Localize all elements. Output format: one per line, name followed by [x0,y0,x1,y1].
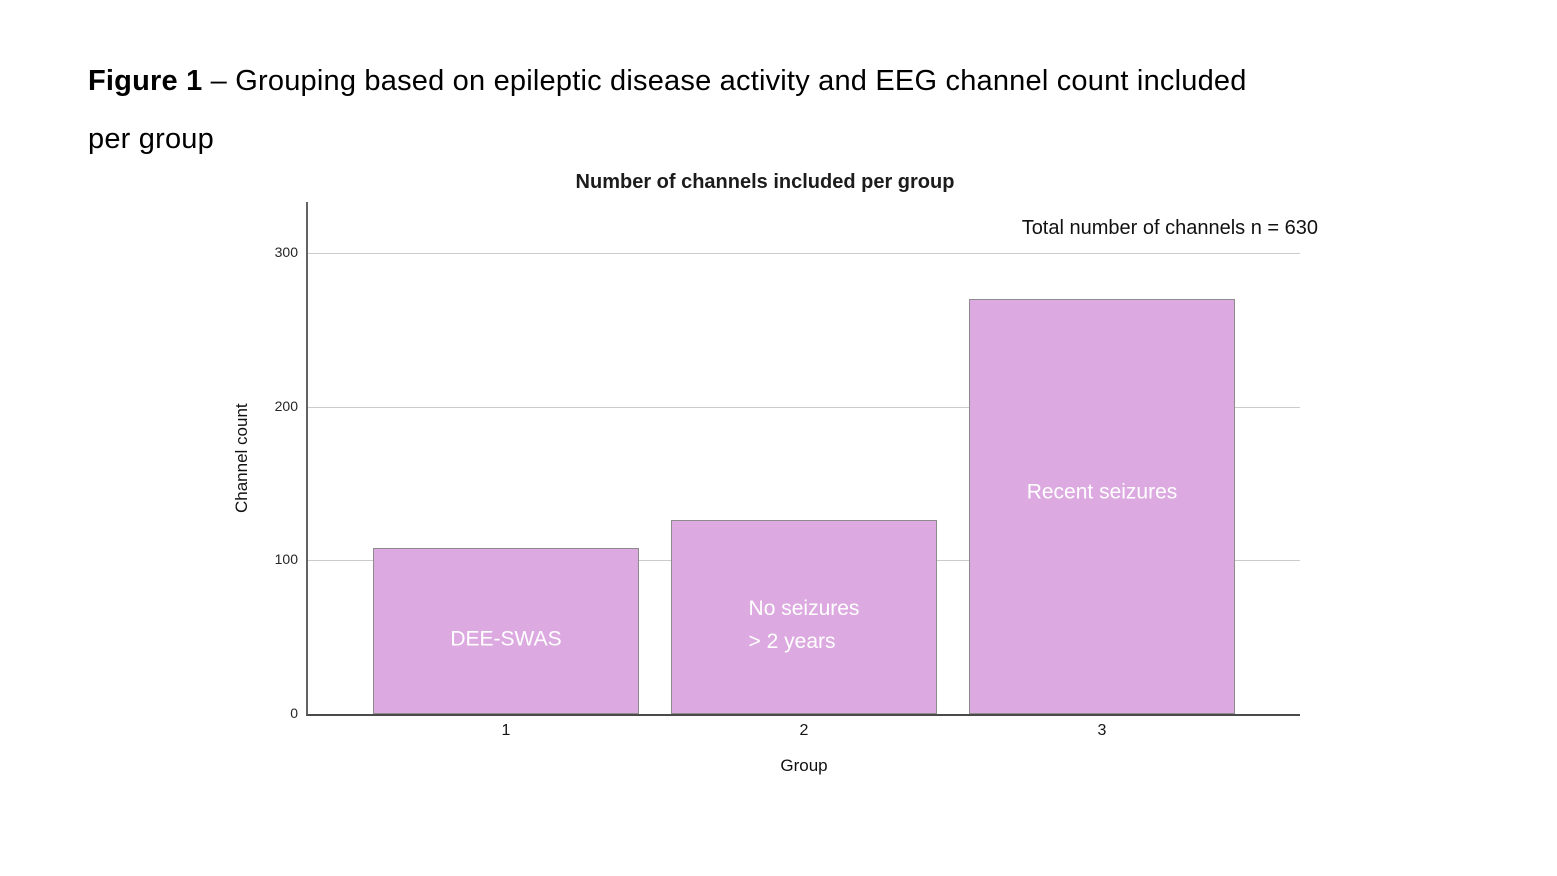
chart-title: Number of channels included per group [575,171,955,193]
bar-label-text: No seizures > 2 years [748,596,860,653]
y-axis-title: Channel count [232,403,251,513]
bar-label-text: DEE-SWAS [450,627,562,651]
bar-label-text: Recent seizures [1026,480,1178,504]
caption-text: Grouping based on epileptic disease acti… [235,65,1247,97]
x-axis-title: Group [780,756,828,775]
gridline [308,252,1300,254]
y-tick-label: 300 [274,243,298,260]
plot-area: 0 100 200 300 DEE-SWAS No seizures > 2 year… [275,202,1300,775]
gridline [308,406,1300,408]
bar-group-2: No seizures > 2 years [671,520,937,714]
caption-separator: – [202,65,236,97]
caption-line-2: per group [88,123,214,155]
caption-line-1: Figure 1 – Grouping based on epileptic d… [88,52,1247,110]
bars-container: DEE-SWAS No seizures > 2 years Recent se… [308,202,1300,714]
y-tick-label: 200 [274,397,298,414]
caption-figure-label: Figure 1 [88,65,203,97]
bar-label: Recent seizures [970,475,1234,508]
figure-caption: Figure 1 – Grouping based on epileptic d… [88,52,1247,168]
bar-group-1: DEE-SWAS [373,547,639,714]
y-tick-label: 0 [290,705,298,721]
bar-label: No seizures > 2 years [672,592,936,658]
x-tick-label: 2 [799,722,809,739]
x-tick-label: 1 [501,722,511,739]
bar-group-3: Recent seizures [969,298,1235,714]
y-tick-label: 100 [274,551,298,568]
total-channels-annotation: Total number of channels n = 630 [1021,217,1318,239]
x-ticks: 1 2 3 [308,722,1300,740]
x-tick-label: 3 [1097,722,1107,739]
bar-label: DEE-SWAS [374,623,638,656]
